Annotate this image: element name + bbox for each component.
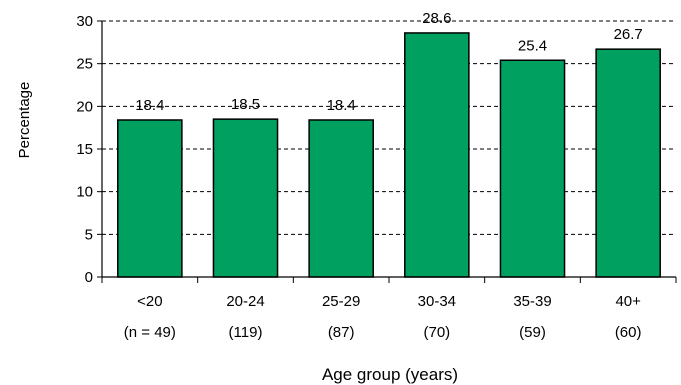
bar bbox=[499, 59, 566, 278]
x-tick-sublabel: (119) bbox=[229, 324, 263, 341]
y-tick-label: 15 bbox=[76, 141, 93, 158]
data-label: 18.4 bbox=[135, 97, 164, 114]
x-tick-sublabel: (n = 49) bbox=[124, 324, 176, 341]
x-tick-label: 20-24 bbox=[226, 293, 264, 310]
x-tick-label: 30-34 bbox=[418, 293, 456, 310]
x-tick-label: <20 bbox=[137, 293, 162, 310]
labels: 0 5 10 15 20 25 30 18.4 <20 (n = 49) 18.5 20-24 (119… bbox=[76, 10, 642, 341]
data-label: 26.7 bbox=[614, 26, 643, 43]
gridlines bbox=[102, 20, 676, 235]
bar bbox=[308, 119, 374, 278]
data-label: 28.6 bbox=[422, 10, 451, 27]
data-label: 25.4 bbox=[518, 37, 547, 54]
x-tick-label: 25-29 bbox=[322, 293, 360, 310]
data-label: 18.5 bbox=[231, 96, 260, 113]
bar bbox=[595, 48, 661, 278]
y-tick-label: 20 bbox=[76, 98, 93, 115]
axes bbox=[97, 20, 677, 283]
bar bbox=[117, 119, 183, 278]
x-tick-sublabel: (87) bbox=[328, 324, 355, 341]
data-label: 18.4 bbox=[327, 97, 356, 114]
x-tick-sublabel: (70) bbox=[423, 324, 450, 341]
y-tick-label: 10 bbox=[76, 184, 93, 201]
y-tick-label: 30 bbox=[76, 13, 93, 30]
bar bbox=[212, 118, 279, 278]
y-tick-label: 5 bbox=[85, 226, 93, 243]
x-tick-label: 35-39 bbox=[513, 293, 551, 310]
x-tick-label: 40+ bbox=[615, 293, 641, 310]
bar bbox=[404, 32, 470, 278]
bars bbox=[117, 32, 661, 278]
y-tick-label: 0 bbox=[85, 269, 93, 286]
x-axis-title: Age group (years) bbox=[322, 365, 458, 384]
x-tick-sublabel: (59) bbox=[519, 324, 546, 341]
x-tick-sublabel: (60) bbox=[615, 324, 642, 341]
y-tick-label: 25 bbox=[76, 56, 93, 73]
y-axis-title: Percentage bbox=[16, 82, 33, 159]
